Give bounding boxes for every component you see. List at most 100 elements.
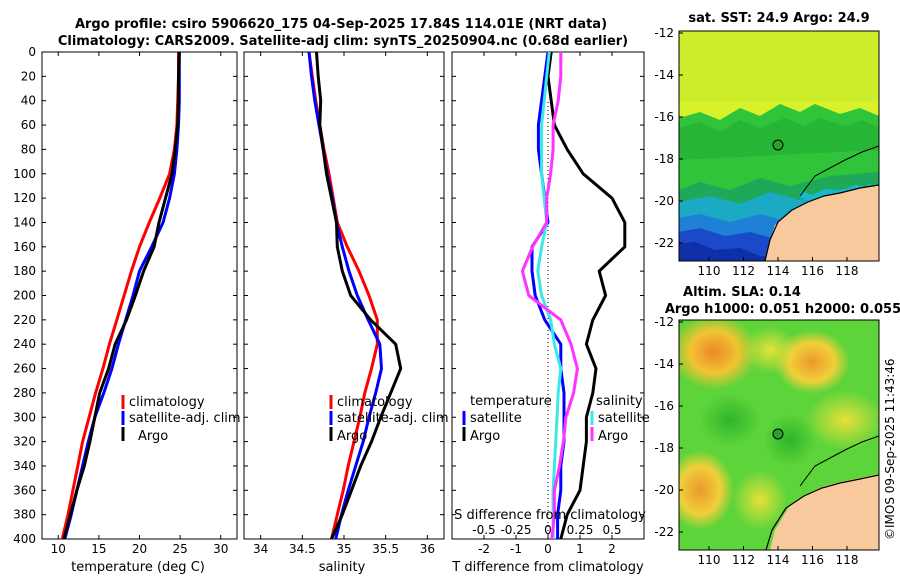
s-tick-label: -0.25 xyxy=(500,523,531,537)
legend-heading-salinity: salinity xyxy=(596,394,643,409)
lon-tick-label: 116 xyxy=(801,264,824,278)
lat-tick-label: -12 xyxy=(654,26,674,40)
difference-axes xyxy=(451,51,645,540)
lat-tick-label: -14 xyxy=(654,68,674,82)
s-tick-label: 0.25 xyxy=(567,523,594,537)
salinity-difference-label: S difference from climatology xyxy=(454,508,646,523)
legend-label-argo: Argo xyxy=(337,429,367,444)
argo-float-marker xyxy=(772,428,784,440)
difference-series xyxy=(520,52,627,539)
x-tick-label: 2 xyxy=(608,542,616,556)
x-tick-label: 25 xyxy=(172,542,187,556)
x-tick-label: 30 xyxy=(213,542,228,556)
lat-tick-label: -22 xyxy=(654,525,674,539)
salinity-xlabel: salinity xyxy=(319,560,366,575)
difference-legend: temperature salinity satellite Argo sate… xyxy=(462,394,650,444)
lon-tick-label: 114 xyxy=(767,264,790,278)
series-line-argo xyxy=(315,52,403,539)
lat-tick-label: -12 xyxy=(654,315,674,329)
sla-map-ticks: -12 -14 -16 -18 -20 -22 110 112 114 116 118 xyxy=(654,315,858,567)
temperature-legend: climatology satellite-adj. clim Argo xyxy=(121,395,241,444)
sst-map xyxy=(679,31,879,261)
legend-label-t-satellite: satellite xyxy=(470,411,522,426)
lon-tick-label: 118 xyxy=(836,553,859,567)
lon-tick-label: 114 xyxy=(767,553,790,567)
salinity-axes xyxy=(243,51,445,540)
lon-tick-label: 112 xyxy=(732,553,755,567)
depth-tick-label: 300 xyxy=(13,410,36,424)
depth-tick-label: 120 xyxy=(13,191,36,205)
depth-tick-label: 0 xyxy=(28,45,36,59)
lat-tick-label: -22 xyxy=(654,236,674,250)
lon-tick-label: 118 xyxy=(836,264,859,278)
x-tick-label: 36 xyxy=(420,542,435,556)
depth-tick-label: 220 xyxy=(13,313,36,327)
series-line-argo xyxy=(62,52,181,539)
s-tick-label: -0.5 xyxy=(472,523,495,537)
imos-credit: ©IMOS 09-Sep-2025 11:43:46 xyxy=(883,358,897,540)
depth-tick-label: 100 xyxy=(13,167,36,181)
x-tick-label: 10 xyxy=(51,542,66,556)
lon-tick-label: 110 xyxy=(698,264,721,278)
depth-tick-label: 60 xyxy=(21,118,36,132)
depth-tick-label: 20 xyxy=(21,69,36,83)
lon-tick-label: 116 xyxy=(801,553,824,567)
x-tick-label: 20 xyxy=(132,542,147,556)
legend-label-argo: Argo xyxy=(138,429,168,444)
legend-label-satellite: satellite-adj. clim xyxy=(337,411,449,426)
salinity-series xyxy=(307,52,403,539)
depth-tick-label: 280 xyxy=(13,386,36,400)
depth-tick-label: 160 xyxy=(13,240,36,254)
x-tick-label: -1 xyxy=(510,542,522,556)
depth-tick-label: 320 xyxy=(13,435,36,449)
x-tick-label: 35 xyxy=(336,542,351,556)
salinity-difference-ticks: -0.5-0.2500.250.5 xyxy=(472,523,621,537)
legend-label-s-argo: Argo xyxy=(598,429,628,444)
x-tick-label: 34.5 xyxy=(289,542,316,556)
depth-tick-label: 180 xyxy=(13,264,36,278)
depth-tick-label: 260 xyxy=(13,362,36,376)
difference-x-ticks: -2 -1 0 1 2 xyxy=(478,52,616,556)
series-line-climatology xyxy=(60,52,180,539)
sla-map-title-line2: Argo h1000: 0.051 h2000: 0.055 xyxy=(665,302,900,317)
legend-label-s-satellite: satellite xyxy=(598,411,650,426)
depth-tick-label: 340 xyxy=(13,459,36,473)
sla-map-frame xyxy=(678,319,880,551)
salinity-legend: climatology satellite-adj. clim Argo xyxy=(329,395,449,444)
salinity-x-ticks: 34 34.5 35 35.5 36 xyxy=(253,52,435,556)
temperature-axes xyxy=(41,51,238,540)
sst-map-frame xyxy=(678,30,880,262)
x-tick-label: 15 xyxy=(91,542,106,556)
depth-tick-label: 200 xyxy=(13,289,36,303)
sla-map-title-line1: Altim. SLA: 0.14 xyxy=(683,285,801,300)
lon-tick-label: 112 xyxy=(732,264,755,278)
lat-tick-label: -20 xyxy=(654,483,674,497)
series-line-satellite-adj-clim xyxy=(63,52,181,539)
depth-tick-label: 40 xyxy=(21,94,36,108)
depth-axis: 0 20 40 60 80 100 120 140 160 180 200 220 240 260 280 3… xyxy=(13,45,644,546)
legend-label-climatology: climatology xyxy=(129,395,205,410)
x-tick-label: 0 xyxy=(544,542,552,556)
lat-tick-label: -18 xyxy=(654,441,674,455)
x-tick-label: 34 xyxy=(253,542,268,556)
figure-title-line1: Argo profile: csiro 5906620_175 04-Sep-2… xyxy=(75,17,607,32)
x-tick-label: 1 xyxy=(576,542,584,556)
legend-label-climatology: climatology xyxy=(337,395,413,410)
argo-float-marker xyxy=(772,139,784,151)
temperature-series xyxy=(60,52,181,539)
x-tick-label: -2 xyxy=(478,542,490,556)
x-tick-label: 35.5 xyxy=(372,542,399,556)
depth-tick-label: 80 xyxy=(21,142,36,156)
legend-label-satellite: satellite-adj. clim xyxy=(129,411,241,426)
depth-tick-label: 380 xyxy=(13,508,36,522)
lat-tick-label: -18 xyxy=(654,152,674,166)
series-line-temperature-argo xyxy=(546,52,627,539)
sst-map-ticks: -12 -14 -16 -18 -20 -22 110 112 114 116 118 xyxy=(654,26,858,278)
depth-tick-label: 360 xyxy=(13,483,36,497)
series-line-salinity-satellite xyxy=(536,52,563,539)
s-tick-label: 0.5 xyxy=(602,523,621,537)
lat-tick-label: -20 xyxy=(654,194,674,208)
temperature-xlabel: temperature (deg C) xyxy=(71,560,205,575)
temperature-x-ticks: 10 15 20 25 30 xyxy=(51,52,228,556)
